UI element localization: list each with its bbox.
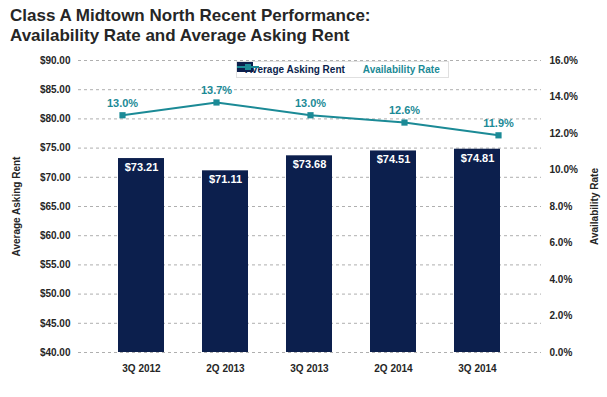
svg-text:Average Asking Rent: Average Asking Rent	[11, 156, 22, 257]
svg-text:$80.00: $80.00	[40, 113, 71, 124]
svg-text:13.0%: 13.0%	[107, 97, 138, 109]
svg-text:13.7%: 13.7%	[201, 84, 232, 96]
svg-text:$50.00: $50.00	[40, 288, 71, 299]
svg-text:2Q 2013: 2Q 2013	[206, 363, 245, 374]
svg-text:14.0%: 14.0%	[550, 91, 578, 102]
svg-text:3Q 2012: 3Q 2012	[122, 363, 161, 374]
svg-text:$74.81: $74.81	[461, 152, 495, 164]
html-text:Availability Rate: Availability Rate	[362, 64, 440, 75]
svg-text:3Q 2013: 3Q 2013	[290, 363, 329, 374]
svg-text:16.0%: 16.0%	[550, 55, 578, 66]
svg-text:$40.00: $40.00	[40, 347, 71, 358]
svg-text:$71.11: $71.11	[209, 173, 242, 185]
svg-text:0.0%: 0.0%	[550, 347, 573, 358]
svg-text:$60.00: $60.00	[40, 230, 71, 241]
svg-text:4.0%: 4.0%	[550, 274, 573, 285]
svg-text:$45.00: $45.00	[40, 318, 71, 329]
svg-text:13.0%: 13.0%	[295, 97, 326, 109]
svg-text:$74.51: $74.51	[377, 153, 411, 165]
svg-text:$73.21: $73.21	[125, 161, 159, 173]
svg-text:2.0%: 2.0%	[550, 310, 573, 321]
svg-text:$65.00: $65.00	[40, 201, 71, 212]
svg-text:12.0%: 12.0%	[550, 128, 578, 139]
svg-text:$73.68: $73.68	[293, 158, 327, 170]
html-text:Average Asking Rent: Average Asking Rent	[245, 64, 345, 75]
svg-text:11.9%: 11.9%	[483, 117, 514, 129]
svg-text:10.0%: 10.0%	[550, 164, 578, 175]
svg-text:$55.00: $55.00	[40, 259, 71, 270]
svg-text:12.6%: 12.6%	[389, 104, 420, 116]
svg-text:$85.00: $85.00	[40, 84, 71, 95]
svg-text:2Q 2014: 2Q 2014	[374, 363, 413, 374]
svg-text:$90.00: $90.00	[40, 55, 71, 66]
svg-text:6.0%: 6.0%	[550, 237, 573, 248]
svg-text:$70.00: $70.00	[40, 172, 71, 183]
svg-text:$75.00: $75.00	[40, 142, 71, 153]
html-text:Class A Midtown North Recent P: Class A Midtown North Recent Performance…	[10, 6, 371, 45]
svg-text:8.0%: 8.0%	[550, 201, 573, 212]
svg-text:3Q 2014: 3Q 2014	[458, 363, 497, 374]
svg-text:Availability Rate: Availability Rate	[589, 168, 600, 245]
